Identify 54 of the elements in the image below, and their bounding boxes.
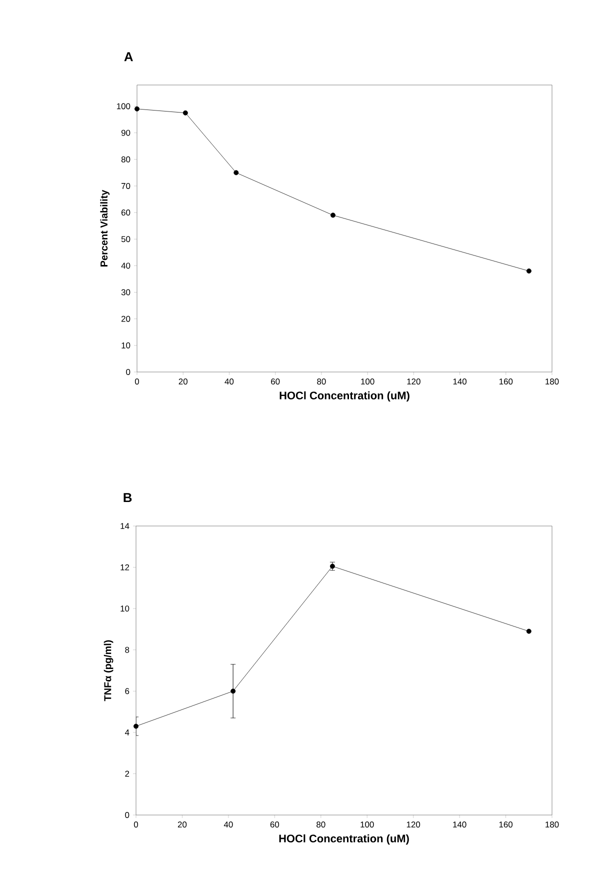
x-tick-label: 120 xyxy=(407,378,420,385)
x-tick-label: 0 xyxy=(134,378,140,385)
y-tick-label: 20 xyxy=(121,316,130,322)
point xyxy=(182,110,188,116)
y-tick-label: 60 xyxy=(122,210,130,216)
x-axis-title: HOCl Concentration (uM) xyxy=(280,391,410,402)
x-tick-label: 20 xyxy=(178,822,187,828)
x-tick-label: 180 xyxy=(546,822,559,828)
point xyxy=(330,212,336,218)
point xyxy=(134,724,138,729)
y-tick-label: 100 xyxy=(116,103,130,110)
x-tick-label: 60 xyxy=(270,822,280,828)
point xyxy=(230,688,236,694)
point xyxy=(234,170,239,176)
y-tick-label: 0 xyxy=(126,369,130,375)
point xyxy=(134,106,140,112)
y-tick-label: 2 xyxy=(125,770,130,777)
y-tick-label: 30 xyxy=(121,289,130,296)
point xyxy=(526,628,532,634)
y-tick-label: 6 xyxy=(125,688,130,694)
y-tick-label: 10 xyxy=(122,342,130,348)
x-tick-label: 140 xyxy=(453,378,467,385)
chart-title: A xyxy=(124,52,133,62)
x-tick-label: 160 xyxy=(499,822,513,828)
y-tick-label: 14 xyxy=(120,523,130,529)
y-tick-label: 80 xyxy=(121,156,130,162)
x-tick-label: 40 xyxy=(224,378,234,385)
x-tick-label: 120 xyxy=(406,822,420,828)
x-axis-title: HOCl Concentration (uM) xyxy=(279,834,409,845)
y-tick-label: 4 xyxy=(124,730,130,736)
x-tick-label: 80 xyxy=(317,378,326,385)
y-tick-label: 12 xyxy=(120,564,130,570)
y-tick-label: 50 xyxy=(121,236,130,242)
x-tick-label: 20 xyxy=(178,378,188,385)
x-tick-label: 100 xyxy=(361,378,374,385)
x-tick-label: 160 xyxy=(499,378,513,385)
x-tick-label: 180 xyxy=(546,378,559,385)
chart-title: B xyxy=(124,493,132,502)
y-tick-label: 70 xyxy=(122,182,130,189)
y-axis-title: Percent Viability xyxy=(100,190,110,266)
x-tick-label: 140 xyxy=(453,822,466,828)
x-tick-label: 80 xyxy=(316,822,326,828)
x-tick-label: 0 xyxy=(134,822,138,828)
x-tick-label: 100 xyxy=(360,822,374,828)
point xyxy=(526,268,532,274)
y-tick-label: 8 xyxy=(125,646,130,653)
y-tick-label: 90 xyxy=(121,130,130,136)
y-axis-title: TNFα (pg/ml) xyxy=(104,640,114,702)
x-tick-label: 40 xyxy=(224,822,233,828)
x-tick-label: 60 xyxy=(271,378,280,385)
point xyxy=(330,564,335,569)
y-tick-label: 40 xyxy=(121,262,130,269)
y-tick-label: 10 xyxy=(120,606,130,612)
y-tick-label: 0 xyxy=(125,812,130,818)
